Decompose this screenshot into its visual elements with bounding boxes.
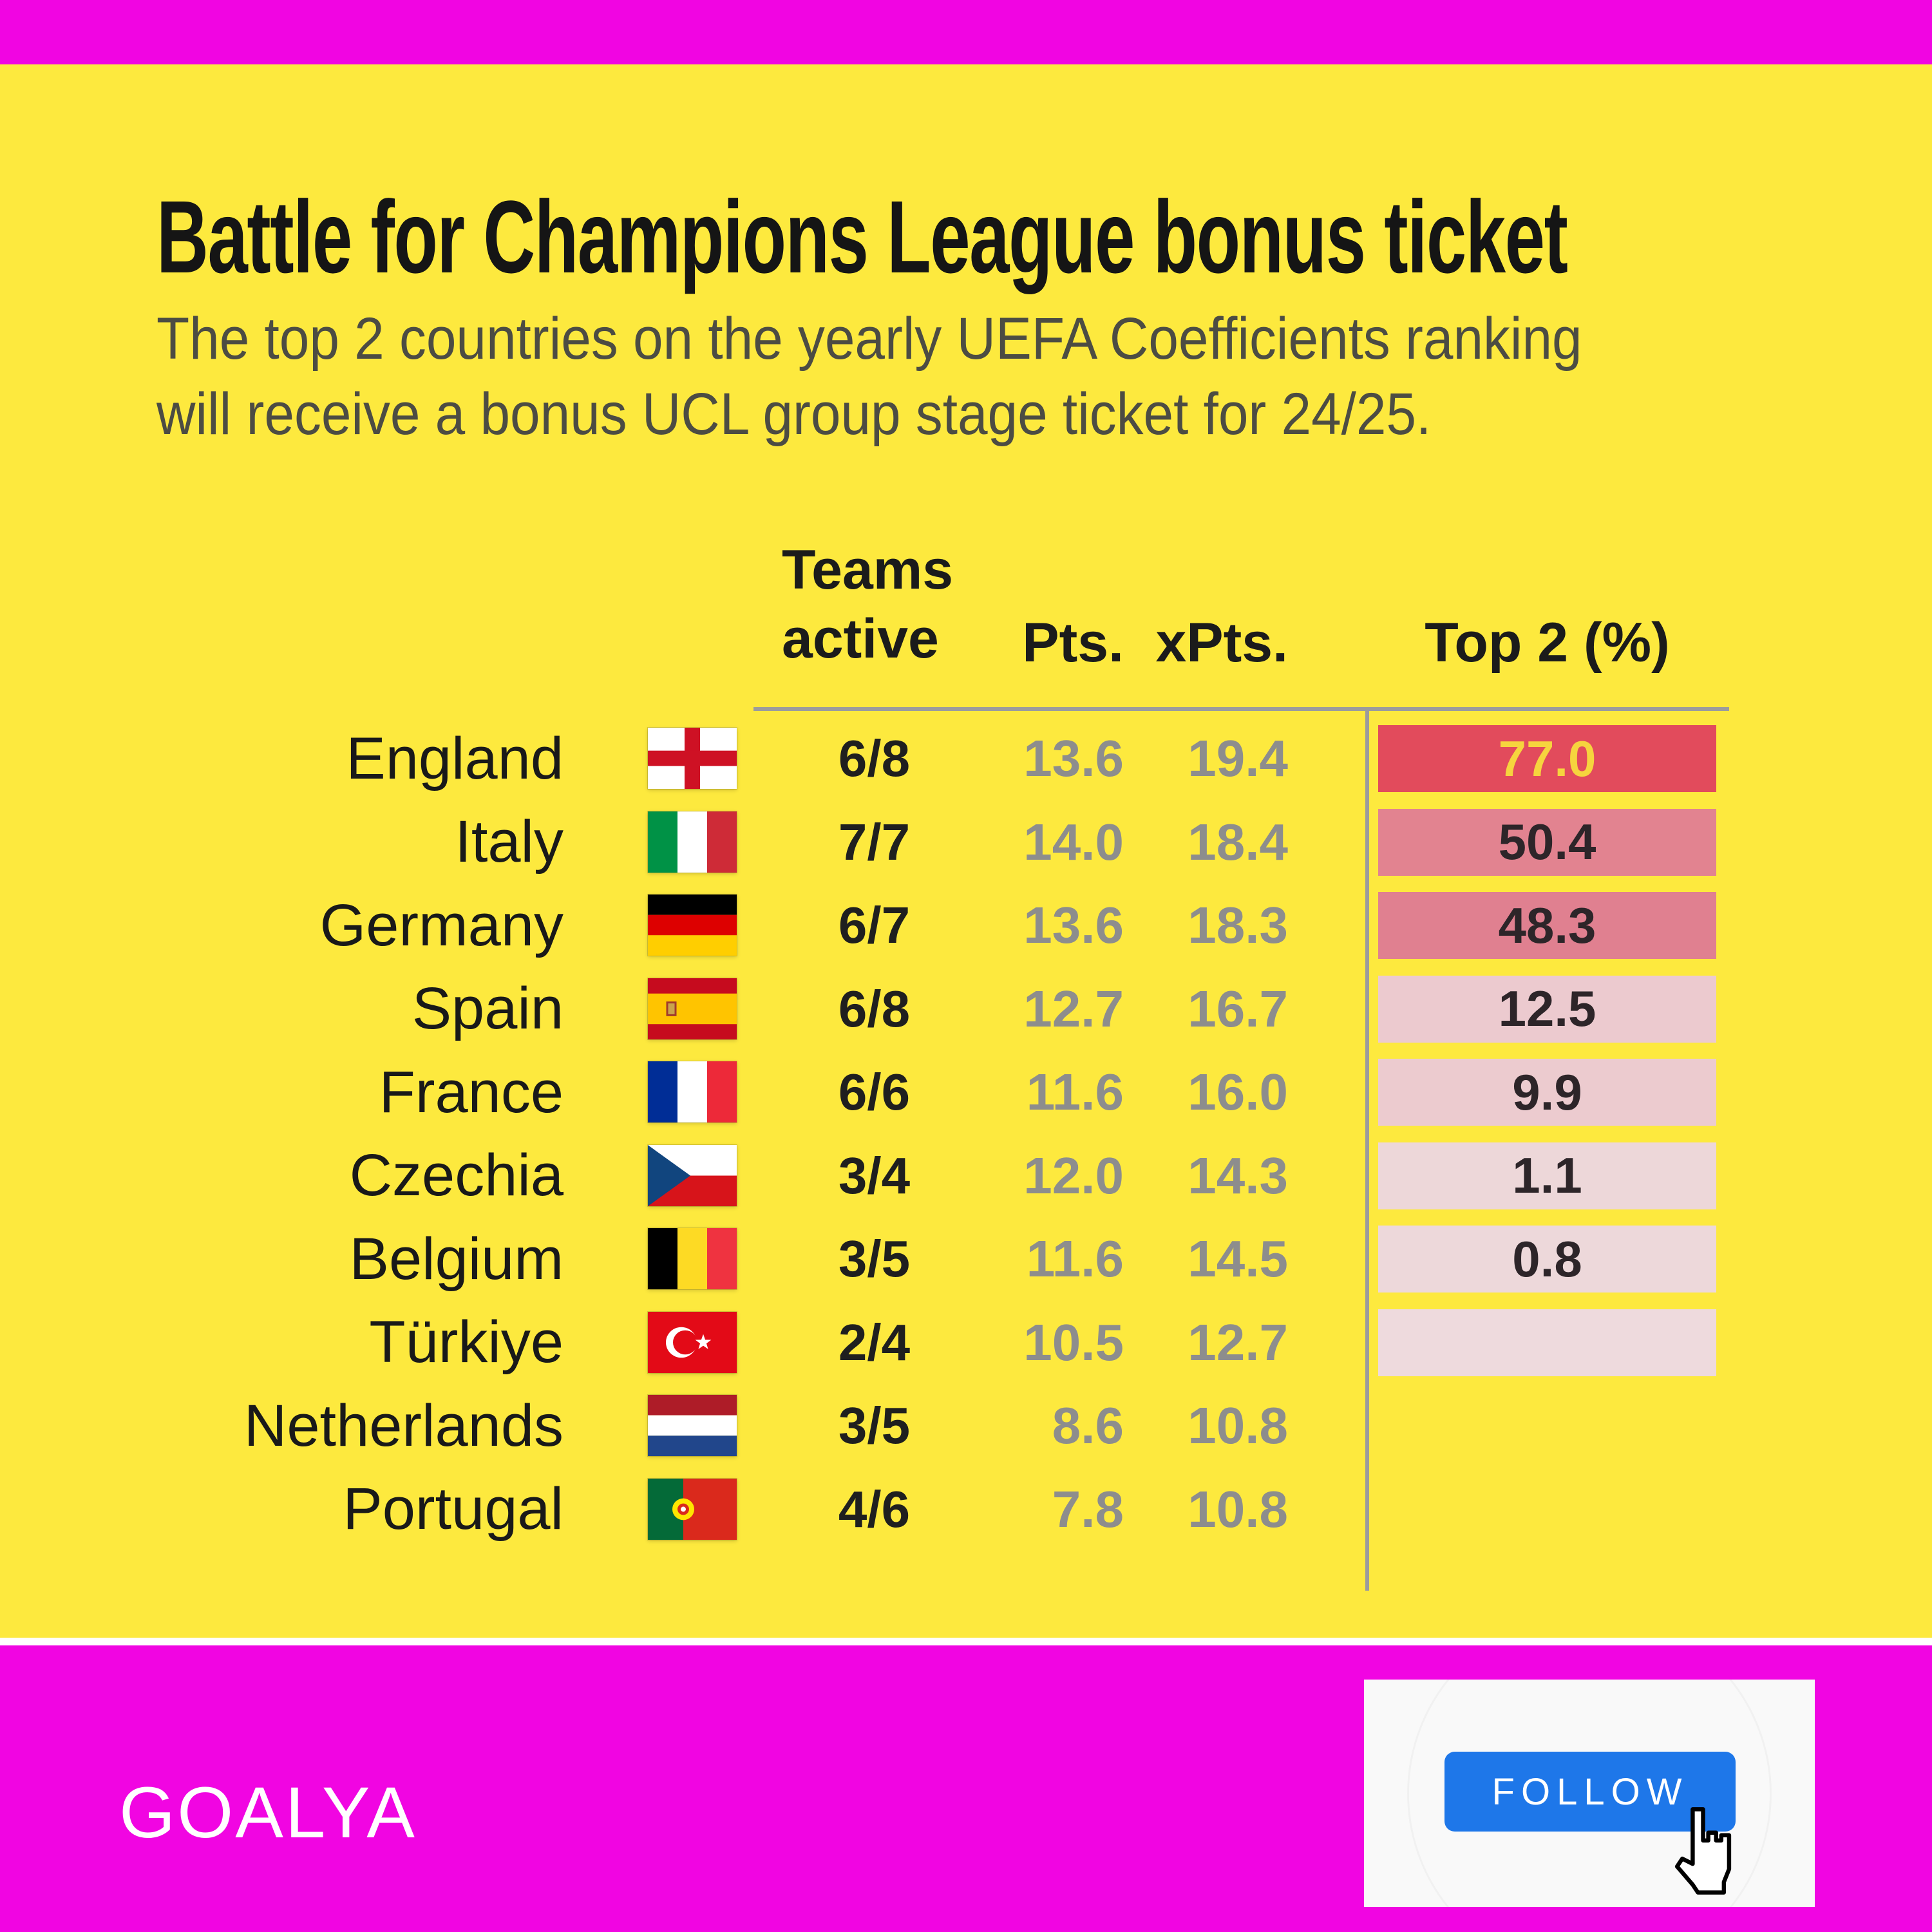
pts-value: 10.5 bbox=[1023, 1313, 1124, 1371]
xpts-value: 16.0 bbox=[1188, 1063, 1288, 1121]
teams-active-value: 6/7 bbox=[838, 896, 911, 954]
table-row: Spain 6/8 12.7 16.7 12.5 bbox=[0, 967, 1932, 1051]
top2-value: 9.9 bbox=[1512, 1063, 1582, 1121]
top2-heat-bar: 50.4 bbox=[1378, 808, 1716, 876]
column-header-pts: Pts. bbox=[1022, 612, 1124, 674]
belgium-flag-icon bbox=[648, 1228, 737, 1289]
country-name: Portugal bbox=[343, 1476, 564, 1542]
table-row: Portugal 4/6 7.8 10.8 bbox=[0, 1468, 1932, 1551]
teams-active-value: 3/4 bbox=[838, 1146, 911, 1204]
column-header-teams-active: Teams active bbox=[782, 536, 953, 674]
subtitle-line-2: will receive a bonus UCL group stage tic… bbox=[156, 381, 1432, 447]
follow-button-label: FOLLOW bbox=[1492, 1770, 1689, 1813]
italy-flag-icon bbox=[648, 811, 737, 873]
country-name: Türkiye bbox=[369, 1309, 564, 1375]
teams-active-value: 2/4 bbox=[838, 1313, 911, 1371]
portugal-flag-icon bbox=[648, 1478, 737, 1540]
table-row: Netherlands 3/5 8.6 10.8 bbox=[0, 1384, 1932, 1468]
table-row: Belgium 3/5 11.6 14.5 0.8 bbox=[0, 1217, 1932, 1301]
table-row: Germany 6/7 13.6 18.3 48.3 bbox=[0, 884, 1932, 967]
top2-heat-bar bbox=[1378, 1309, 1716, 1376]
pts-value: 14.0 bbox=[1023, 813, 1124, 871]
top2-heat-bar: 1.1 bbox=[1378, 1142, 1716, 1209]
teams-active-value: 3/5 bbox=[838, 1230, 911, 1287]
top2-value: 48.3 bbox=[1498, 896, 1596, 954]
teams-active-value: 4/6 bbox=[838, 1480, 911, 1538]
france-flag-icon bbox=[648, 1061, 737, 1122]
teams-active-value: 3/5 bbox=[838, 1397, 911, 1454]
top2-heat-bar: 77.0 bbox=[1378, 725, 1716, 792]
germany-flag-icon bbox=[648, 895, 737, 956]
xpts-value: 19.4 bbox=[1188, 730, 1288, 787]
pts-value: 8.6 bbox=[1052, 1397, 1124, 1454]
pts-value: 12.0 bbox=[1023, 1146, 1124, 1204]
top2-value: 0.8 bbox=[1512, 1230, 1582, 1287]
brand-logo-text: GOALYA bbox=[119, 1772, 417, 1853]
subtitle-line-1: The top 2 countries on the yearly UEFA C… bbox=[156, 306, 1582, 372]
turkiye-flag-icon bbox=[648, 1311, 737, 1373]
top2-value: 77.0 bbox=[1498, 730, 1596, 787]
top2-value: 50.4 bbox=[1498, 813, 1596, 870]
pts-value: 11.6 bbox=[1026, 1063, 1124, 1121]
xpts-value: 18.4 bbox=[1188, 813, 1288, 871]
pts-value: 12.7 bbox=[1023, 980, 1124, 1037]
xpts-value: 18.3 bbox=[1188, 896, 1288, 954]
country-name: England bbox=[346, 725, 564, 791]
column-header-xpts: xPts. bbox=[1155, 612, 1288, 674]
pts-value: 13.6 bbox=[1023, 730, 1124, 787]
country-name: Italy bbox=[455, 809, 564, 875]
footer-bar: GOALYA FOLLOW bbox=[0, 1645, 1932, 1932]
table-row: England 6/8 13.6 19.4 77.0 bbox=[0, 717, 1932, 800]
xpts-value: 12.7 bbox=[1188, 1313, 1288, 1371]
teams-active-value: 6/8 bbox=[838, 730, 911, 787]
england-flag-icon bbox=[648, 728, 737, 789]
footer-separator bbox=[0, 1638, 1932, 1645]
table-row: Türkiye 2/4 10.5 12.7 bbox=[0, 1301, 1932, 1385]
top2-column-rule bbox=[1365, 707, 1369, 1591]
country-name: France bbox=[379, 1059, 564, 1125]
column-header-teams-line2: active bbox=[782, 608, 939, 670]
xpts-value: 10.8 bbox=[1188, 1397, 1288, 1454]
czechia-flag-icon bbox=[648, 1144, 737, 1206]
follow-card: FOLLOW bbox=[1364, 1680, 1815, 1907]
top2-heat-bar: 0.8 bbox=[1378, 1226, 1716, 1293]
top2-heat-bar: 48.3 bbox=[1378, 892, 1716, 959]
teams-active-value: 6/6 bbox=[838, 1063, 911, 1121]
table-header-rule bbox=[753, 707, 1729, 711]
table-row: Italy 7/7 14.0 18.4 50.4 bbox=[0, 800, 1932, 884]
column-header-top2-percent: Top 2 (%) bbox=[1425, 612, 1670, 674]
xpts-value: 10.8 bbox=[1188, 1480, 1288, 1538]
pts-value: 7.8 bbox=[1052, 1480, 1124, 1538]
top2-value: 12.5 bbox=[1498, 980, 1596, 1037]
pts-value: 13.6 bbox=[1023, 896, 1124, 954]
top2-value: 1.1 bbox=[1512, 1147, 1582, 1204]
spain-flag-icon bbox=[648, 978, 737, 1039]
country-name: Belgium bbox=[349, 1226, 564, 1292]
top-frame-bar bbox=[0, 0, 1932, 64]
country-name: Germany bbox=[319, 892, 564, 958]
follow-button[interactable]: FOLLOW bbox=[1444, 1752, 1736, 1832]
teams-active-value: 7/7 bbox=[838, 813, 911, 871]
netherlands-flag-icon bbox=[648, 1395, 737, 1456]
country-name: Czechia bbox=[349, 1142, 564, 1208]
pts-value: 11.6 bbox=[1026, 1230, 1124, 1287]
country-name: Spain bbox=[412, 976, 564, 1041]
teams-active-value: 6/8 bbox=[838, 980, 911, 1037]
country-name: Netherlands bbox=[243, 1392, 564, 1459]
xpts-value: 14.5 bbox=[1188, 1230, 1288, 1287]
hand-cursor-icon bbox=[1667, 1806, 1734, 1896]
page-subtitle: The top 2 countries on the yearly UEFA C… bbox=[156, 301, 1582, 452]
table-row: France 6/6 11.6 16.0 9.9 bbox=[0, 1050, 1932, 1134]
xpts-value: 16.7 bbox=[1188, 980, 1288, 1037]
xpts-value: 14.3 bbox=[1188, 1146, 1288, 1204]
table-row: Czechia 3/4 12.0 14.3 1.1 bbox=[0, 1134, 1932, 1218]
page-title: Battle for Champions League bonus ticket bbox=[156, 179, 1568, 294]
top2-heat-bar: 9.9 bbox=[1378, 1059, 1716, 1126]
top2-heat-bar: 12.5 bbox=[1378, 975, 1716, 1043]
column-header-teams-line1: Teams bbox=[782, 539, 954, 601]
